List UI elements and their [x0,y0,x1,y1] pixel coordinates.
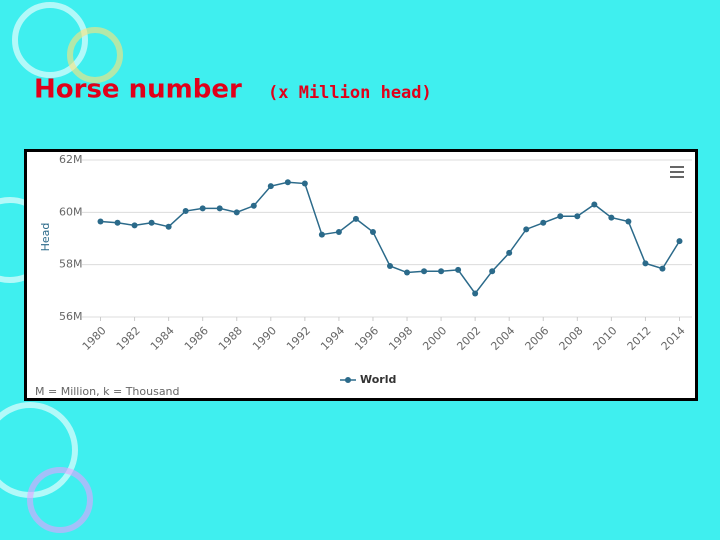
slide-subtitle: (x Million head) [268,83,432,103]
data-point [523,226,530,233]
data-point [301,180,308,187]
data-point [421,268,428,275]
y-tick-label: 62M [59,153,83,166]
data-point [335,228,342,235]
menu-icon[interactable] [670,166,684,178]
data-point [114,219,121,226]
data-point [506,249,513,256]
data-point [472,290,479,297]
y-tick-label: 60M [59,205,83,218]
data-point [352,215,359,222]
data-point [97,218,104,225]
legend-label: World [360,373,396,386]
data-point [267,183,274,190]
data-point [642,260,649,267]
data-point [131,222,138,229]
data-point [591,201,598,208]
data-point [574,213,581,220]
data-point [182,208,189,215]
data-point [455,266,462,273]
note: M = Million, k = Thousand [35,385,180,398]
data-point [369,228,376,235]
data-point [387,262,393,269]
chart-frame [24,149,698,401]
data-point [148,219,155,226]
slide-title: Horse number [34,75,242,105]
data-point [250,202,257,209]
data-point [540,219,547,226]
data-point [489,268,496,275]
y-axis-label: Head [39,223,52,252]
data-point [659,265,666,272]
data-point [233,209,240,216]
data-point [625,218,632,225]
y-tick-label: 56M [59,310,83,323]
data-point [404,269,411,276]
data-point [438,268,445,275]
y-tick-label: 58M [59,258,83,271]
chart: Head M = Million, k = Thousand 56M 58M 60M… [24,149,698,401]
data-point [608,214,615,221]
data-point [557,213,564,220]
data-point [199,205,206,212]
legend-marker [345,377,351,383]
data-point [216,205,223,212]
data-point [676,238,683,245]
data-point [318,231,325,238]
data-point [284,179,291,186]
data-point [165,223,172,230]
